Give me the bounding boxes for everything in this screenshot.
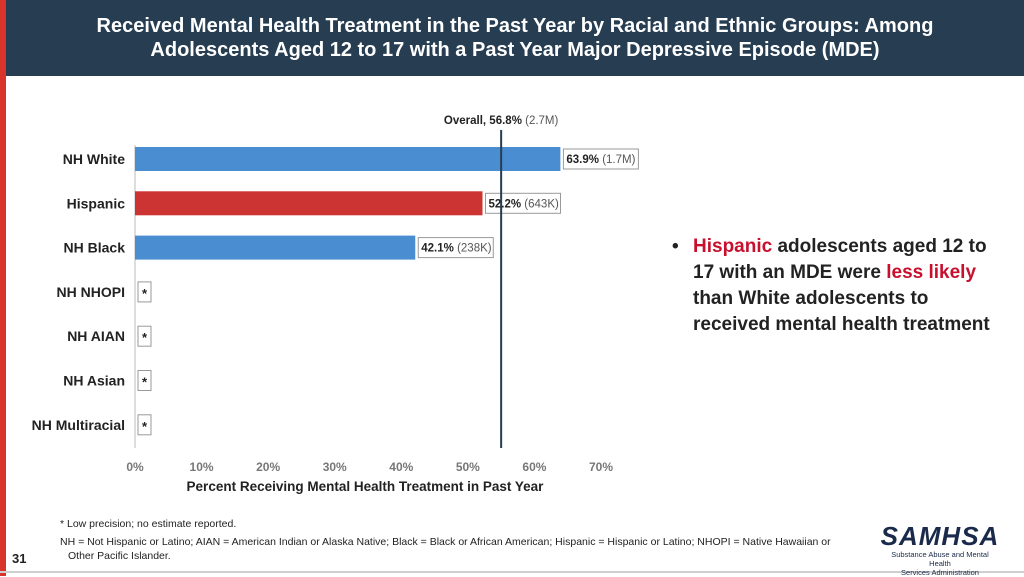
category-label: NH White bbox=[63, 151, 125, 167]
data-label-value: 63.9% bbox=[566, 154, 599, 166]
category-label: NH NHOPI bbox=[57, 284, 125, 300]
bullet-text-part-4: than White adolescents to received menta… bbox=[693, 288, 990, 335]
data-label-count: (643K) bbox=[521, 198, 559, 210]
suppressed-label-box bbox=[137, 370, 152, 391]
bottom-divider bbox=[0, 571, 1024, 573]
bullet-text-part-2: adolescents aged 12 to 17 with an MDE we… bbox=[693, 236, 987, 283]
x-tick-label: 10% bbox=[190, 460, 214, 474]
left-accent-bar bbox=[0, 0, 6, 576]
x-tick-label: 0% bbox=[126, 460, 144, 474]
category-label: NH Asian bbox=[63, 373, 125, 389]
samhsa-logo: SAMHSA Substance Abuse and Mental Health… bbox=[880, 522, 1000, 577]
slide-title-line-2: Adolescents Aged 12 to 17 with a Past Ye… bbox=[150, 39, 880, 61]
data-label: 52.2% (643K) bbox=[489, 198, 559, 210]
suppressed-label: * bbox=[142, 375, 148, 390]
suppressed-label: * bbox=[142, 286, 148, 301]
data-label-box bbox=[562, 148, 639, 170]
bar bbox=[135, 147, 561, 171]
bullet-highlight-less-likely: less likely bbox=[886, 262, 977, 283]
x-tick-label: 60% bbox=[522, 460, 546, 474]
bar bbox=[135, 191, 483, 216]
data-label-value: 42.1% bbox=[421, 243, 454, 255]
bullet-text: Hispanic adolescents aged 12 to 17 with … bbox=[693, 234, 992, 338]
data-label-value: 52.2% bbox=[489, 198, 522, 210]
bullet-highlight-hispanic: Hispanic bbox=[693, 236, 773, 257]
x-tick-label: 50% bbox=[456, 460, 480, 474]
logo-subtitle-line-2: Services Administration bbox=[901, 568, 979, 577]
data-label-count: (238K) bbox=[454, 243, 492, 255]
footnote-abbreviations-line-2: Other Pacific Islander. bbox=[68, 550, 171, 562]
slide-header: Received Mental Health Treatment in the … bbox=[6, 0, 1024, 76]
data-label: 63.9% (1.7M) bbox=[566, 154, 635, 166]
slide-title-line-1: Received Mental Health Treatment in the … bbox=[96, 15, 934, 37]
data-label-box bbox=[485, 192, 562, 214]
page-number: 31 bbox=[12, 551, 27, 566]
x-tick-label: 20% bbox=[256, 460, 280, 474]
category-label: NH AIAN bbox=[67, 328, 125, 344]
bullet-marker: • bbox=[672, 236, 679, 257]
category-label: NH Black bbox=[64, 240, 126, 256]
category-label: NH Multiracial bbox=[32, 417, 125, 433]
overall-label-count: (2.7M) bbox=[522, 115, 559, 127]
key-finding-bullet: • Hispanic adolescents aged 12 to 17 wit… bbox=[672, 234, 992, 338]
footnote-abbreviations: NH = Not Hispanic or Latino; AIAN = Amer… bbox=[60, 535, 860, 563]
suppressed-label-box bbox=[137, 325, 152, 347]
bar bbox=[135, 235, 416, 260]
footnote-abbreviations-line-1: NH = Not Hispanic or Latino; AIAN = Amer… bbox=[60, 536, 831, 548]
footnote-precision: * Low precision; no estimate reported. bbox=[60, 518, 237, 530]
data-label: 42.1% (238K) bbox=[421, 243, 491, 255]
x-tick-label: 30% bbox=[323, 460, 347, 474]
x-axis-title: Percent Receiving Mental Health Treatmen… bbox=[187, 479, 545, 494]
suppressed-label-box bbox=[137, 414, 152, 436]
data-label-box bbox=[417, 237, 494, 259]
suppressed-label: * bbox=[142, 419, 148, 434]
x-tick-label: 70% bbox=[589, 460, 613, 474]
suppressed-label: * bbox=[142, 330, 148, 345]
suppressed-label-box bbox=[137, 281, 152, 303]
x-tick-label: 40% bbox=[389, 460, 413, 474]
logo-wordmark: SAMHSA bbox=[880, 521, 1000, 551]
category-label: Hispanic bbox=[67, 195, 126, 211]
overall-label-value: Overall, 56.8% bbox=[444, 115, 522, 127]
overall-label: Overall, 56.8% (2.7M) bbox=[444, 115, 559, 127]
logo-subtitle-line-1: Substance Abuse and Mental Health bbox=[891, 550, 989, 568]
data-label-count: (1.7M) bbox=[599, 154, 636, 166]
